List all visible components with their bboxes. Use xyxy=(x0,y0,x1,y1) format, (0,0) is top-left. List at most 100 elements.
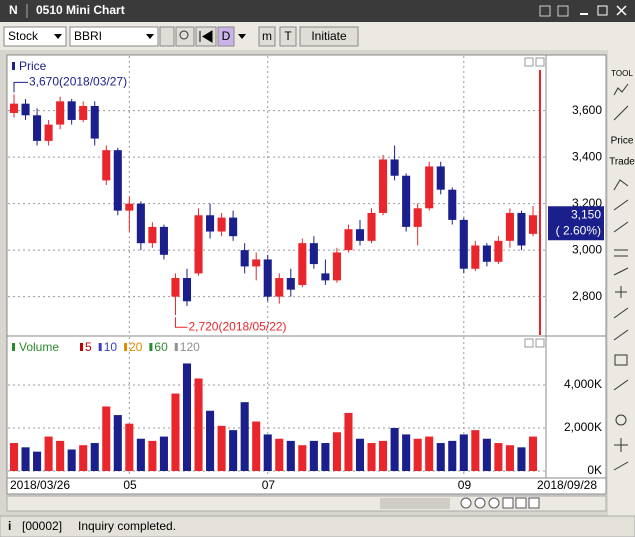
period-button[interactable] xyxy=(217,26,235,47)
status-icon: i xyxy=(8,519,11,533)
candle-body xyxy=(321,273,330,281)
x-tick-label: 05 xyxy=(123,478,137,492)
side-tool-icons[interactable] xyxy=(613,83,629,471)
panel-button[interactable] xyxy=(524,57,534,67)
nav-button[interactable] xyxy=(502,497,514,509)
legend-label: 20 xyxy=(129,340,143,354)
candle-body xyxy=(113,150,122,211)
tool-icon[interactable] xyxy=(613,179,629,191)
candle-body xyxy=(390,159,399,176)
symbol-label: BBRI xyxy=(74,29,102,43)
tool-icon[interactable] xyxy=(613,379,629,391)
list-button[interactable] xyxy=(159,26,175,47)
candle-body xyxy=(79,105,88,120)
legend-swatch xyxy=(80,343,83,351)
candle-body xyxy=(67,101,76,120)
initiate-button[interactable] xyxy=(299,26,359,47)
search-button[interactable] xyxy=(175,26,195,47)
y-tick-label: 3,000 xyxy=(572,242,602,256)
tool-icon[interactable] xyxy=(613,267,629,276)
volume-bar xyxy=(240,402,249,471)
candle-body xyxy=(482,245,491,262)
volume-bar xyxy=(367,443,376,471)
candle-body xyxy=(194,215,203,274)
legend-swatch xyxy=(12,343,15,351)
scroll-thumb[interactable] xyxy=(380,498,450,509)
candle-body xyxy=(298,243,307,286)
volume-bar xyxy=(321,443,330,471)
candle-body xyxy=(425,166,434,209)
candle-body xyxy=(286,278,295,290)
tool-icon[interactable] xyxy=(615,286,627,298)
period-label: D xyxy=(222,29,231,43)
volume-bar xyxy=(159,436,168,471)
tool-icon[interactable] xyxy=(613,329,629,341)
panel-button[interactable] xyxy=(524,338,534,348)
side-tool-label[interactable]: Price xyxy=(611,136,634,147)
nav-button[interactable] xyxy=(515,497,527,509)
price-panel xyxy=(6,54,607,337)
period-button[interactable] xyxy=(258,26,276,47)
x-tick-label: 09 xyxy=(458,478,472,492)
volume-bar xyxy=(402,434,411,471)
candle-body xyxy=(471,245,480,269)
candle-body xyxy=(459,219,468,269)
candle-body xyxy=(136,203,145,244)
volume-bar xyxy=(517,447,526,471)
candle-body xyxy=(229,217,238,237)
candle-body xyxy=(494,240,503,262)
panel-button[interactable] xyxy=(535,338,545,348)
zoom-out[interactable] xyxy=(460,497,472,509)
dropdown-arrow xyxy=(54,34,62,39)
period-label: T xyxy=(284,29,292,43)
tool-icon[interactable] xyxy=(613,83,629,96)
period-button[interactable] xyxy=(279,26,297,47)
symbol-input[interactable] xyxy=(69,26,159,47)
tool-icon[interactable] xyxy=(613,105,629,121)
annotation-arrow xyxy=(174,317,188,328)
candle-body xyxy=(148,226,157,244)
close-button[interactable] xyxy=(616,5,627,16)
pin-button[interactable] xyxy=(539,5,551,17)
candle-body xyxy=(355,229,365,241)
status-bar xyxy=(0,515,635,537)
tool-icon[interactable] xyxy=(615,414,627,426)
tool-icon[interactable] xyxy=(614,354,628,366)
tool-icon[interactable] xyxy=(613,461,629,471)
tool-icon[interactable] xyxy=(614,438,628,452)
volume-bar xyxy=(206,410,215,471)
legend-swatch xyxy=(12,62,15,70)
candle-body xyxy=(21,103,30,116)
side-tool-label[interactable]: Trade xyxy=(609,157,635,168)
x-tick-label: 2018/03/26 xyxy=(10,478,70,492)
tool-icon[interactable] xyxy=(614,249,628,257)
last-price-box xyxy=(548,206,604,241)
tool-icon[interactable] xyxy=(613,307,629,319)
scroll-bar[interactable] xyxy=(6,495,607,512)
x-axis-strip xyxy=(6,477,607,495)
x-tick-label: 07 xyxy=(262,478,276,492)
volume-bar xyxy=(413,438,422,471)
first-icon xyxy=(199,30,213,43)
menu-button[interactable] xyxy=(557,5,569,17)
legend-label: 10 xyxy=(104,340,118,354)
y-tick-label: 2,800 xyxy=(572,289,602,303)
market-select[interactable] xyxy=(3,26,67,47)
candle-body xyxy=(367,212,376,241)
volume-bar xyxy=(33,451,42,471)
candle-body xyxy=(159,226,168,255)
panel-button[interactable] xyxy=(535,57,545,67)
nav-button[interactable] xyxy=(528,497,540,509)
volume-bar xyxy=(482,438,491,471)
zoom-buttons[interactable] xyxy=(460,497,540,509)
maximize-button[interactable] xyxy=(597,5,608,16)
window-title: 0510 Mini Chart xyxy=(36,3,125,17)
volume-bar xyxy=(379,440,388,471)
zoom-reset[interactable] xyxy=(488,497,500,509)
volume-bar xyxy=(90,443,99,471)
tool-icon[interactable] xyxy=(613,221,629,233)
initiate-label: Initiate xyxy=(311,29,347,43)
tool-icon[interactable] xyxy=(613,199,629,211)
candle-body xyxy=(9,103,19,113)
zoom-in[interactable] xyxy=(474,497,486,509)
